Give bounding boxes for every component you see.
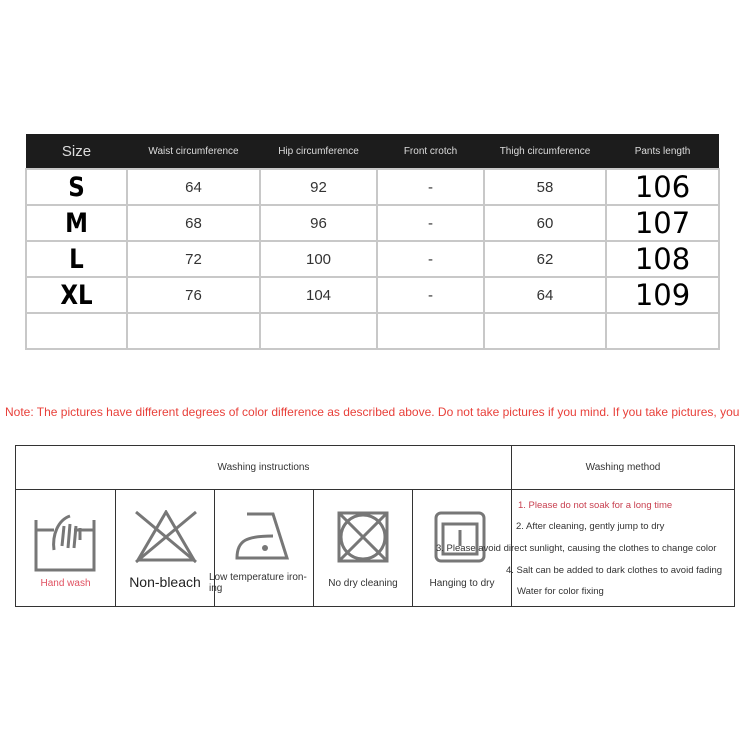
hip-cell: 92 bbox=[259, 168, 378, 206]
hip-cell: 104 bbox=[259, 276, 378, 314]
size-cell: XL bbox=[32, 276, 121, 314]
size-chart-table: Size Waist circumference Hip circumferen… bbox=[25, 134, 720, 350]
size-row bbox=[26, 312, 720, 350]
method-item: Water for color fixing bbox=[517, 586, 604, 597]
waist-cell: 64 bbox=[126, 168, 261, 206]
header-thigh: Thigh circumference bbox=[484, 134, 606, 169]
low-temp-iron-icon bbox=[235, 512, 290, 560]
label-low-temp-iron: Low temperature iron-ing bbox=[209, 572, 307, 594]
no-dry-clean-icon bbox=[337, 511, 389, 563]
washing-table: Washing instructions Washing method Hand… bbox=[15, 445, 735, 607]
washing-instructions-header: Washing instructions bbox=[15, 445, 512, 490]
method-item: 1. Please do not soak for a long time bbox=[518, 500, 673, 511]
front-crotch-cell: - bbox=[376, 204, 485, 242]
hip-cell: 96 bbox=[259, 204, 378, 242]
symbol-hang-dry: Hanging to dry bbox=[412, 489, 512, 607]
hand-wash-icon bbox=[34, 514, 96, 572]
no-bleach-icon bbox=[135, 510, 197, 564]
label-no-dry-clean: No dry cleaning bbox=[328, 578, 398, 589]
size-row: XL 76 104-64 109 bbox=[26, 276, 720, 314]
thigh-cell: 60 bbox=[483, 204, 607, 242]
hip-cell bbox=[259, 312, 378, 350]
hang-dry-icon bbox=[434, 511, 486, 563]
thigh-cell bbox=[483, 312, 607, 350]
size-cell: S bbox=[32, 168, 121, 206]
label-non-bleach: Non-bleach bbox=[129, 574, 201, 590]
pants-length-cell: 106 bbox=[605, 168, 720, 206]
label-hand-wash: Hand wash bbox=[40, 578, 91, 589]
symbol-no-dry-clean: No dry cleaning bbox=[313, 489, 413, 607]
header-pants-length: Pants length bbox=[606, 134, 719, 169]
size-cell: M bbox=[32, 204, 121, 242]
size-row: S 64 92-58 106 bbox=[26, 168, 720, 206]
header-front-crotch: Front crotch bbox=[377, 134, 484, 169]
washing-method-header: Washing method bbox=[511, 445, 735, 490]
symbol-non-bleach: Non-bleach bbox=[115, 489, 215, 607]
front-crotch-cell: - bbox=[376, 240, 485, 278]
waist-cell: 72 bbox=[126, 240, 261, 278]
hip-cell: 100 bbox=[259, 240, 378, 278]
front-crotch-cell bbox=[376, 312, 485, 350]
symbol-hand-wash: Hand wash bbox=[15, 489, 116, 607]
header-hip: Hip circumference bbox=[260, 134, 377, 169]
method-item: 2. After cleaning, gently jump to dry bbox=[516, 521, 665, 532]
thigh-cell: 62 bbox=[483, 240, 607, 278]
waist-cell bbox=[126, 312, 261, 350]
method-item: 4. Salt can be added to dark clothes to … bbox=[506, 565, 723, 576]
method-item: 3. Please avoid direct sunlight, causing… bbox=[436, 543, 717, 554]
size-cell: L bbox=[32, 240, 121, 278]
size-cell bbox=[32, 312, 121, 350]
waist-cell: 76 bbox=[126, 276, 261, 314]
pants-length-cell bbox=[605, 312, 720, 350]
thigh-cell: 64 bbox=[483, 276, 607, 314]
size-row: L 72 100-62 108 bbox=[26, 240, 720, 278]
header-waist: Waist circumference bbox=[127, 134, 260, 169]
front-crotch-cell: - bbox=[376, 168, 485, 206]
color-difference-note: Note: The pictures have different degree… bbox=[5, 405, 740, 419]
label-hang-dry: Hanging to dry bbox=[429, 578, 495, 589]
header-size: Size bbox=[26, 134, 127, 169]
pants-length-cell: 108 bbox=[605, 240, 720, 278]
pants-length-cell: 107 bbox=[605, 204, 720, 242]
symbol-low-temp-iron: Low temperature iron-ing bbox=[209, 489, 314, 607]
waist-cell: 68 bbox=[126, 204, 261, 242]
size-row: M 68 96-60 107 bbox=[26, 204, 720, 242]
thigh-cell: 58 bbox=[483, 168, 607, 206]
washing-method-list: 1. Please do not soak for a long time 2.… bbox=[436, 489, 735, 607]
front-crotch-cell: - bbox=[376, 276, 485, 314]
size-table-header: Size Waist circumference Hip circumferen… bbox=[26, 134, 719, 169]
pants-length-cell: 109 bbox=[605, 276, 720, 314]
